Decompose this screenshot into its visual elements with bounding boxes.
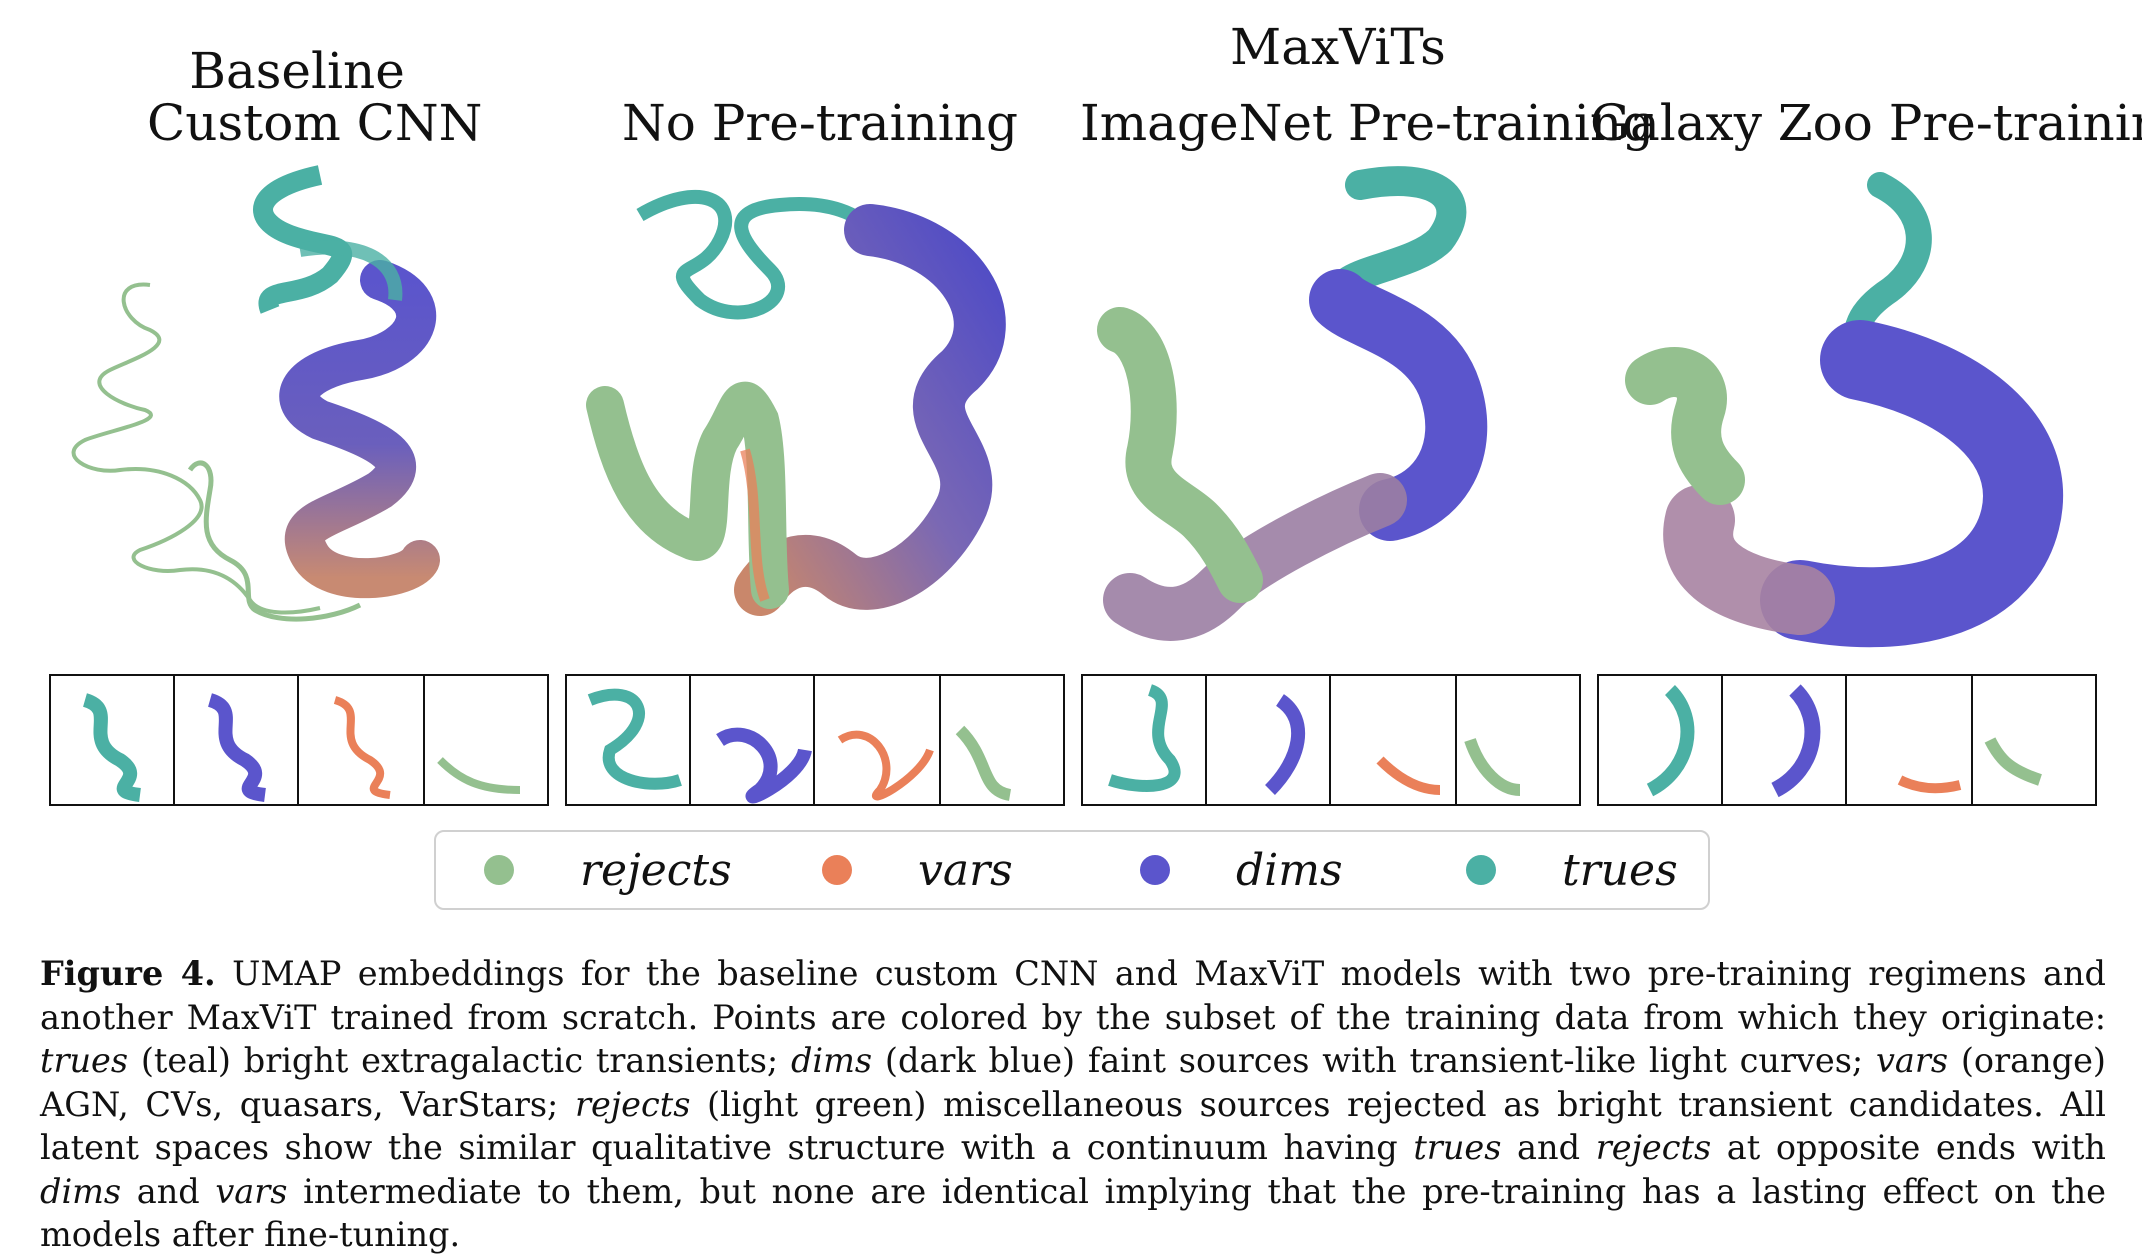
panel-title-imagenet: ImageNet Pre-training (1080, 94, 1655, 152)
panel-title-no-pretraining: No Pre-training (622, 94, 1018, 152)
small-multiples-imagenet (1081, 674, 1581, 806)
legend-label-trues: trues (1562, 844, 1678, 896)
legend-dot-rejects (484, 855, 514, 885)
cluster-rejects (1097, 307, 1263, 603)
caption-label: Figure 4. (40, 954, 216, 993)
legend-dot-trues (1466, 855, 1496, 885)
umap-panel-imagenet (1097, 166, 1488, 641)
legend-item-dims: dims (1140, 832, 1343, 908)
caption-term-trues: trues (40, 1041, 129, 1080)
caption-term-dims: dims (40, 1171, 122, 1211)
legend-item-trues: trues (1466, 832, 1678, 908)
small-multiples-no-pretraining (565, 674, 1065, 806)
cluster-rejects (586, 381, 789, 609)
caption-text: UMAP embeddings for the baseline custom … (40, 954, 2106, 1037)
caption-term-vars: vars (215, 1171, 288, 1211)
caption-term-rejects: rejects (574, 1084, 691, 1124)
small-multiples-galaxyzoo (1597, 674, 2097, 806)
caption-term-vars: vars (1875, 1041, 1949, 1080)
caption-text: (light green) miscellaneous sources reje… (40, 1084, 2106, 1168)
legend-item-vars: vars (822, 832, 1013, 908)
legend-label-vars: vars (918, 844, 1013, 896)
caption-text: (teal) bright extragalactic transients; (128, 1041, 791, 1080)
cluster-vars (1663, 485, 1835, 635)
figure-caption: Figure 4. UMAP embeddings for the baseli… (40, 952, 2106, 1257)
cluster-vars (740, 448, 770, 602)
caption-text: and (121, 1171, 216, 1211)
panel-title-baseline-line2: Custom CNN (147, 94, 483, 152)
cluster-rejects (1625, 347, 1745, 505)
caption-term-trues: trues (1413, 1128, 1502, 1167)
cluster-trues (298, 240, 403, 301)
cluster-dims (1760, 320, 2064, 648)
caption-term-dims: dims (790, 1041, 873, 1080)
umap-panel-no-pretraining (586, 190, 1006, 616)
caption-text: (dark blue) faint sources with transient… (872, 1041, 1876, 1080)
cluster-rejects (71, 282, 321, 615)
umap-panel-baseline (71, 165, 440, 622)
legend-dot-vars (822, 855, 852, 885)
legend-dot-dims (1140, 855, 1170, 885)
cluster-dims (1309, 269, 1488, 541)
legend: rejects vars dims trues (434, 830, 1710, 910)
panel-title-baseline-line1: Baseline (189, 42, 405, 100)
cluster-dims (279, 260, 440, 599)
small-multiples-baseline (49, 674, 549, 806)
legend-item-rejects: rejects (484, 832, 732, 908)
cluster-trues (636, 190, 876, 320)
legend-label-dims: dims (1236, 844, 1343, 896)
caption-text: at opposite ends with (1711, 1128, 2106, 1167)
cluster-rejects (187, 460, 362, 622)
umap-panel-galaxyzoo (1625, 172, 2064, 648)
panel-title-galaxyzoo: Galaxy Zoo Pre-training (1590, 94, 2142, 152)
caption-term-rejects: rejects (1595, 1128, 1712, 1167)
caption-text: and (1501, 1128, 1596, 1167)
caption-text: intermediate to them, but none are ident… (40, 1171, 2107, 1255)
group-title-maxvits: MaxViTs (1230, 18, 1446, 76)
legend-label-rejects: rejects (580, 844, 732, 896)
cluster-dims (734, 204, 1006, 616)
umap-figure (49, 165, 2097, 806)
caption-text: (orange) AGN, CVs, quasars, VarStars; (40, 1041, 2106, 1124)
